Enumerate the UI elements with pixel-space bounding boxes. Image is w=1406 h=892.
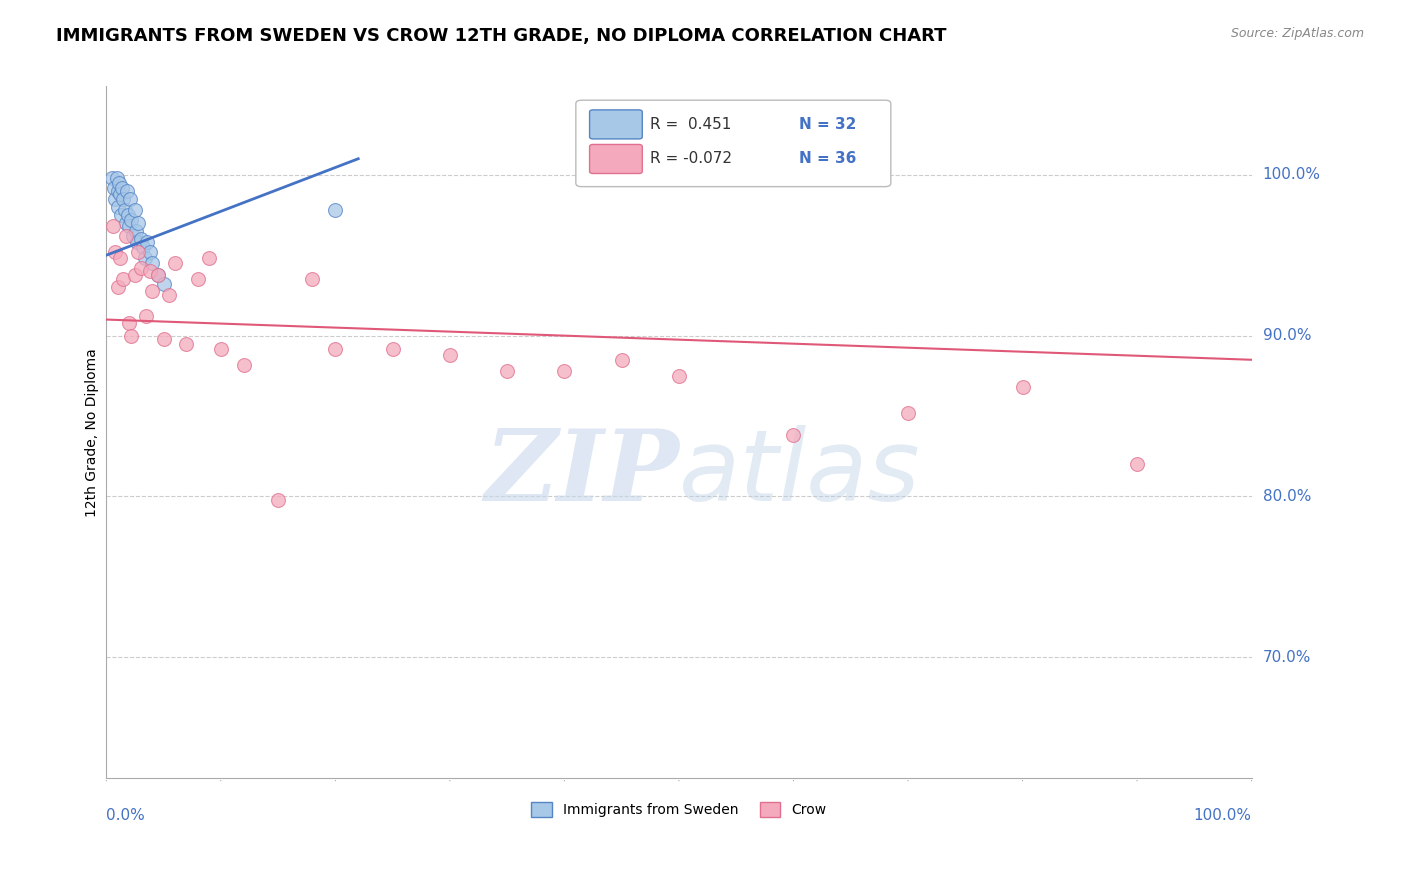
Point — [120, 192, 142, 206]
Point — [111, 180, 134, 194]
Point — [112, 272, 135, 286]
Point — [668, 368, 690, 383]
Point — [114, 203, 136, 218]
Point — [381, 342, 404, 356]
Point — [176, 336, 198, 351]
Point — [157, 288, 180, 302]
Point — [139, 245, 162, 260]
Point — [152, 332, 174, 346]
Point — [121, 228, 143, 243]
Point — [104, 245, 127, 260]
Point — [136, 235, 159, 250]
Point — [141, 256, 163, 270]
Point — [163, 256, 186, 270]
Point — [610, 352, 633, 367]
Point — [132, 240, 155, 254]
Point — [267, 492, 290, 507]
Point — [146, 268, 169, 282]
Point — [152, 277, 174, 292]
Text: 100.0%: 100.0% — [1263, 168, 1320, 182]
Point — [110, 208, 132, 222]
Point — [124, 203, 146, 218]
Point — [101, 171, 124, 186]
Point — [118, 219, 141, 234]
Point — [782, 428, 804, 442]
Point — [108, 187, 131, 202]
Text: ZIP: ZIP — [484, 425, 679, 522]
Point — [127, 245, 149, 260]
Point — [101, 219, 124, 234]
Point — [108, 252, 131, 266]
Point — [107, 200, 129, 214]
Point — [439, 348, 461, 362]
Point — [232, 358, 254, 372]
Point — [129, 261, 152, 276]
Point — [127, 235, 149, 250]
Text: 80.0%: 80.0% — [1263, 489, 1310, 504]
Point — [107, 280, 129, 294]
Point — [124, 268, 146, 282]
FancyBboxPatch shape — [576, 100, 891, 186]
Point — [115, 184, 138, 198]
Point — [209, 342, 232, 356]
Point — [118, 316, 141, 330]
Text: N = 32: N = 32 — [799, 117, 856, 132]
Point — [496, 364, 519, 378]
Point — [134, 252, 156, 266]
Point — [301, 272, 323, 286]
Point — [141, 284, 163, 298]
Y-axis label: 12th Grade, No Diploma: 12th Grade, No Diploma — [86, 348, 100, 516]
Point — [187, 272, 209, 286]
Text: 70.0%: 70.0% — [1263, 649, 1310, 665]
Text: IMMIGRANTS FROM SWEDEN VS CROW 12TH GRADE, NO DIPLOMA CORRELATION CHART: IMMIGRANTS FROM SWEDEN VS CROW 12TH GRAD… — [56, 27, 946, 45]
Text: 0.0%: 0.0% — [107, 808, 145, 823]
Point — [323, 342, 346, 356]
Point — [139, 264, 162, 278]
Text: 90.0%: 90.0% — [1263, 328, 1312, 343]
Point — [107, 184, 129, 198]
FancyBboxPatch shape — [589, 110, 643, 139]
Point — [127, 216, 149, 230]
Point — [897, 406, 920, 420]
FancyBboxPatch shape — [589, 145, 643, 174]
Point — [105, 171, 128, 186]
Text: R = -0.072: R = -0.072 — [651, 152, 733, 167]
Point — [198, 252, 221, 266]
Text: Source: ZipAtlas.com: Source: ZipAtlas.com — [1230, 27, 1364, 40]
Point — [1011, 380, 1033, 394]
Point — [117, 208, 139, 222]
Point — [323, 203, 346, 218]
Point — [120, 212, 142, 227]
Text: R =  0.451: R = 0.451 — [651, 117, 731, 132]
Point — [108, 176, 131, 190]
Legend: Immigrants from Sweden, Crow: Immigrants from Sweden, Crow — [526, 797, 832, 822]
Point — [125, 224, 148, 238]
Point — [146, 268, 169, 282]
Point — [553, 364, 575, 378]
Point — [120, 328, 142, 343]
Point — [1126, 458, 1149, 472]
Point — [114, 228, 136, 243]
Point — [112, 192, 135, 206]
Point — [104, 192, 127, 206]
Point — [103, 180, 125, 194]
Point — [129, 232, 152, 246]
Point — [135, 310, 157, 324]
Text: 100.0%: 100.0% — [1194, 808, 1251, 823]
Point — [114, 216, 136, 230]
Text: atlas: atlas — [679, 425, 921, 522]
Text: N = 36: N = 36 — [799, 152, 856, 167]
